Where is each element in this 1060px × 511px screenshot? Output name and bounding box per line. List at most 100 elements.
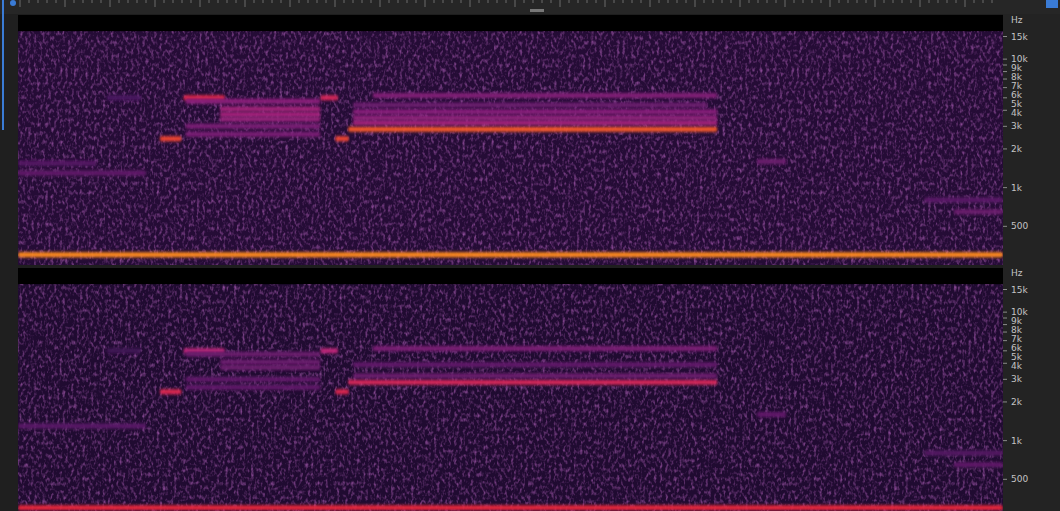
- ruler-tick: [623, 0, 624, 3]
- spectral-band: [353, 102, 708, 107]
- ruler-tick: [209, 0, 210, 3]
- spectral-band: [373, 93, 718, 98]
- plot-area: [18, 15, 1003, 265]
- spectral-band: [353, 109, 717, 114]
- noise-texture: [18, 284, 1003, 511]
- ruler-tick: [452, 0, 453, 3]
- ruler-tick: [767, 0, 768, 3]
- ruler-tick: [785, 0, 786, 7]
- ruler-tick: [812, 0, 813, 3]
- ruler-tick: [272, 0, 273, 3]
- y-tick: [1003, 312, 1007, 313]
- y-tick: [1003, 71, 1007, 72]
- ruler-tick: [524, 0, 525, 3]
- y-tick: [1003, 289, 1007, 290]
- ruler-tick: [317, 0, 318, 3]
- y-axis-label: Hz: [1011, 15, 1023, 25]
- ruler-tick: [866, 0, 867, 3]
- ruler-tick: [20, 0, 21, 7]
- spectral-band: [757, 412, 787, 417]
- spectral-band: [18, 252, 1003, 257]
- y-tick: [1003, 36, 1007, 37]
- spectral-band: [373, 346, 718, 351]
- ruler-tick: [155, 0, 156, 7]
- y-tick: [1003, 440, 1007, 441]
- ruler-tick: [686, 0, 687, 3]
- ruler-tick: [740, 0, 741, 7]
- ruler-tick: [722, 0, 723, 3]
- spectral-band: [160, 389, 182, 394]
- playhead: [2, 0, 4, 130]
- ruler-tick: [542, 0, 543, 3]
- ruler-tick: [902, 0, 903, 3]
- ruler-tick: [470, 0, 471, 7]
- ruler-tick: [191, 0, 192, 3]
- y-tick: [1003, 126, 1007, 127]
- spectral-band: [335, 136, 349, 141]
- ruler-tick: [983, 0, 984, 3]
- ruler-tick: [929, 0, 930, 3]
- ruler-tick: [659, 0, 660, 3]
- ruler-tick: [803, 0, 804, 3]
- y-tick: [1003, 65, 1007, 66]
- spectral-band: [185, 385, 320, 390]
- ruler-tick: [677, 0, 678, 3]
- ruler-tick: [848, 0, 849, 3]
- y-tick: [1003, 340, 1007, 341]
- ruler-tick: [893, 0, 894, 3]
- noise-floor: [18, 31, 1003, 265]
- y-tick: [1003, 79, 1007, 80]
- y-tick: [1003, 401, 1007, 402]
- ruler-tick: [920, 0, 921, 7]
- plot-background: [18, 15, 1003, 265]
- y-tick-label: 2k: [1011, 397, 1023, 407]
- spectral-band: [18, 170, 146, 175]
- ruler-tick: [875, 0, 876, 7]
- ruler-tick: [560, 0, 561, 7]
- ruler-tick: [758, 0, 759, 3]
- ruler-tick: [353, 0, 354, 3]
- ruler-tick: [398, 0, 399, 3]
- ruler-tick: [263, 0, 264, 3]
- ruler-tick: [137, 0, 138, 3]
- ruler-tick: [596, 0, 597, 3]
- spectral-band: [757, 159, 787, 164]
- ruler-tick: [974, 0, 975, 3]
- plot-area: [18, 268, 1003, 511]
- spectrogram-view: 15k10k9k8k7k6k5k4k3k2k1k500Hz15k10k9k8k7…: [0, 0, 1060, 511]
- ruler-tick: [605, 0, 606, 7]
- ruler-tick: [218, 0, 219, 3]
- y-tick: [1003, 187, 1007, 188]
- ruler-tick: [488, 0, 489, 3]
- spectral-band: [107, 95, 141, 100]
- scroll-handle: [530, 9, 544, 12]
- ruler-tick: [839, 0, 840, 3]
- ruler-tick: [947, 0, 948, 3]
- spectral-band: [335, 389, 349, 394]
- ruler-tick: [92, 0, 93, 3]
- ruler-tick: [515, 0, 516, 7]
- noise-floor: [18, 284, 1003, 511]
- ruler-tick: [938, 0, 939, 3]
- spectral-band: [160, 136, 182, 141]
- plot-background: [18, 268, 1003, 511]
- ruler-tick: [641, 0, 642, 3]
- ruler-tick: [668, 0, 669, 3]
- spectral-band: [353, 120, 717, 125]
- spectral-band: [185, 377, 320, 382]
- ruler-tick: [578, 0, 579, 3]
- spectral-band: [18, 161, 97, 166]
- spectral-band: [220, 106, 320, 111]
- y-tick-label: 3k: [1011, 121, 1023, 131]
- spectral-band: [220, 112, 320, 117]
- y-tick: [1003, 479, 1007, 480]
- ruler-tick: [308, 0, 309, 3]
- ruler-tick: [407, 0, 408, 3]
- ruler-tick: [533, 0, 534, 3]
- ruler-tick: [290, 0, 291, 7]
- y-tick-label: 1k: [1011, 436, 1023, 446]
- ruler-tick: [335, 0, 336, 7]
- ruler-tick: [965, 0, 966, 7]
- y-tick-label: 500: [1011, 221, 1028, 231]
- spectral-band: [185, 99, 320, 104]
